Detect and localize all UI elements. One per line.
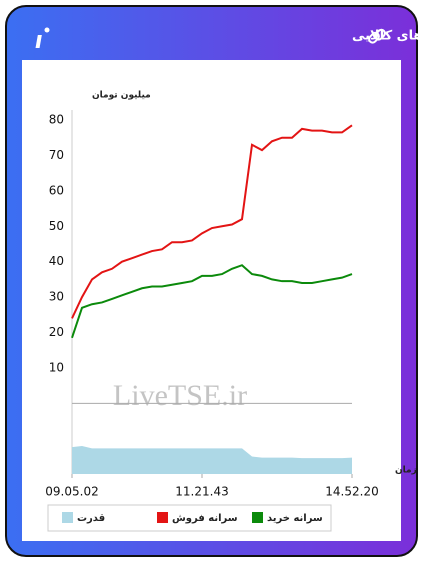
- legend-swatch: [157, 512, 168, 523]
- x-tick-label: 11.21.43: [175, 485, 228, 499]
- y-tick-label: 20: [49, 325, 64, 339]
- x-tick-label: 09.05.02: [45, 485, 98, 499]
- area: [72, 446, 352, 474]
- legend-label: قدرت: [77, 513, 105, 524]
- y-tick-label: 30: [49, 290, 64, 304]
- line: [71, 124, 353, 319]
- y-tick-label: 70: [49, 148, 64, 162]
- y-tick-label: 80: [49, 113, 64, 127]
- chart-title: سرانه ی خرید و فروش حقیقی در صندوق های ک…: [352, 29, 423, 44]
- link-icon[interactable]: [368, 28, 387, 44]
- y-tick-label: 40: [49, 254, 64, 268]
- x-axis-label: زمان: [395, 466, 417, 476]
- watermark: LiveTSE.ir: [113, 379, 247, 412]
- y-axis-label: میلیون تومان: [92, 91, 151, 101]
- info-icon[interactable]: [35, 27, 50, 49]
- legend-label: سرانه فروش: [172, 513, 238, 524]
- y-tick-label: 50: [49, 219, 64, 233]
- line: [71, 264, 353, 339]
- y-tick-label: 60: [49, 183, 64, 197]
- legend-label: سرانه خرید: [267, 513, 323, 524]
- y-tick-label: 10: [49, 360, 64, 374]
- x-tick-label: 14.52.20: [325, 485, 378, 499]
- legend-swatch: [62, 512, 73, 523]
- legend: [47, 504, 332, 532]
- legend-swatch: [252, 512, 263, 523]
